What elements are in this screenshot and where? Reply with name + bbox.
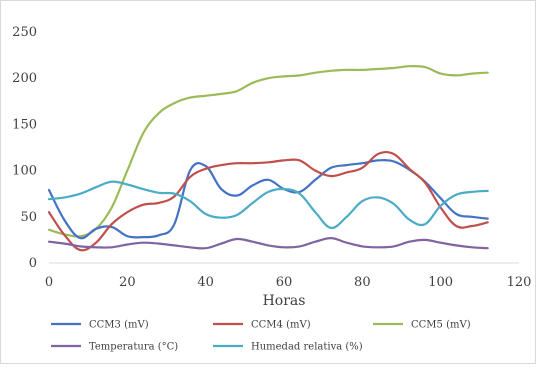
legend-label: CCM3 (mV) (89, 320, 149, 331)
x-tick-label: 60 (276, 275, 293, 290)
legend-label: Humedad relativa (%) (251, 342, 363, 353)
series-line-3 (47, 236, 489, 250)
x-axis-label: Horas (263, 293, 306, 309)
y-tick-label: 250 (12, 25, 37, 40)
series-line-2 (47, 64, 489, 238)
series-line-1 (47, 150, 489, 252)
x-tick-label: 100 (428, 275, 453, 290)
x-tick-label: 120 (507, 275, 532, 290)
legend-label: Temperatura (°C) (89, 342, 178, 353)
y-tick-label: 150 (12, 117, 37, 132)
axes: 0 50 100 150 200 250 0 20 40 60 80 100 120 (12, 25, 531, 290)
y-tick-label: 0 (29, 256, 37, 271)
x-tick-label: 80 (354, 275, 371, 290)
legend-label: CCM4 (mV) (251, 320, 311, 331)
legend: CCM3 (mV) CCM4 (mV) CCM5 (mV) Temperatura (… (51, 320, 471, 353)
x-tick-label: 40 (197, 275, 214, 290)
legend-label: CCM5 (mV) (411, 320, 471, 331)
y-tick-label: 200 (12, 71, 37, 86)
y-tick-label: 100 (12, 164, 37, 179)
x-tick-label: 20 (119, 275, 136, 290)
series-line-4 (47, 180, 489, 230)
x-tick-label: 0 (45, 275, 53, 290)
y-tick-label: 50 (20, 210, 37, 225)
series-lines (47, 64, 489, 252)
